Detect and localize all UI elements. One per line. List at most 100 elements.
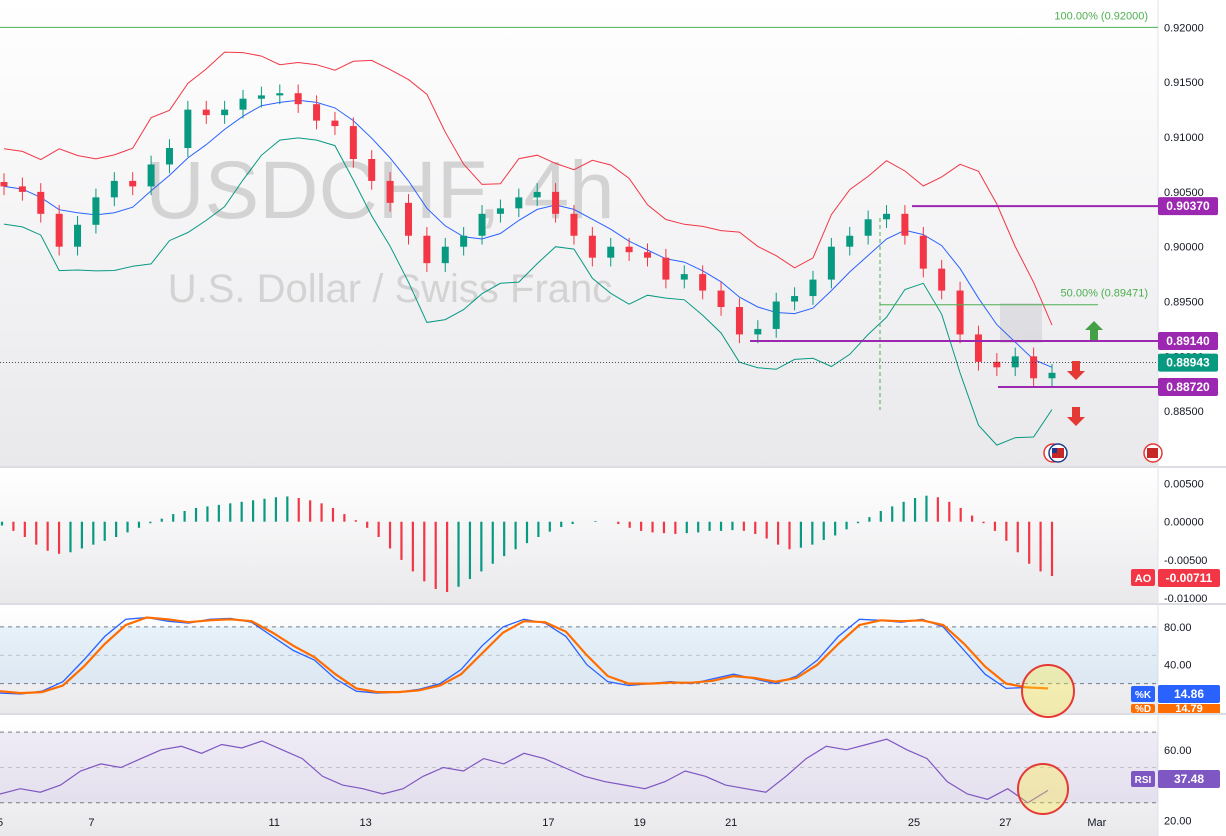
rsi-name-bg [1131,771,1155,787]
candle-body [809,279,817,297]
candle-body [202,109,210,116]
x-tick-label: 21 [725,817,737,829]
ao-y-tick-label: -0.01000 [1164,593,1207,605]
last-price-label: 0.88943 [1166,356,1210,370]
stoch-line-0 [0,616,1049,695]
candle-body [607,246,615,258]
rsi-value-label: 37.48 [1174,772,1204,786]
candle-body [110,180,118,198]
stoch-d-name-bg [1131,704,1155,713]
stoch-k-name: %K [1135,690,1152,701]
level-label: 0.88720 [1166,380,1210,394]
ao-y-tick-label: 0.00500 [1164,478,1204,490]
candle-body [55,213,63,247]
rsi-value-label-bg [1158,770,1220,788]
candle-body [993,361,1001,368]
candle-body [221,109,229,116]
last-price-label-bg [1158,353,1218,372]
candle-body [588,235,596,258]
y-tick-label: 0.90500 [1164,187,1204,199]
shaded-zone [1000,303,1042,343]
bollinger-upper-line [3,51,1053,326]
candle-body [754,328,762,335]
candle-body [165,148,173,165]
y-tick-label: 0.92000 [1164,22,1204,34]
highlight-circle [1017,763,1069,815]
y-tick-label: 0.88500 [1164,406,1204,418]
event-flag-icon[interactable] [1143,443,1163,463]
candle-body [570,213,578,236]
candle-body [404,202,412,236]
x-tick-label: 19 [634,817,646,829]
fib-50-label: 50.00% (0.89471) [1061,288,1148,300]
candle-body [423,235,431,264]
candle-body [791,296,799,302]
candle-body [662,257,670,280]
candle-body [460,235,468,247]
candle-body [515,197,523,209]
x-tick-label: Mar [1087,817,1106,829]
candle-body [18,186,26,192]
candle-body [239,98,247,110]
watermark-symbol: USDCHF, 4h [145,145,614,236]
fib-100-label: 100.00% (0.92000) [1054,10,1148,22]
x-tick-label: 13 [359,817,371,829]
ao-value-label-bg [1158,569,1220,587]
candle-body [129,180,137,187]
level-label: 0.89140 [1166,334,1210,348]
stoch-k-name-bg [1131,686,1155,702]
watermark-description: U.S. Dollar / Swiss Franc [168,267,613,311]
candle-body [0,182,8,187]
candle-body [1048,372,1056,379]
ao-y-tick-label: -0.00500 [1164,555,1207,567]
ao-name: AO [1135,573,1152,585]
y-tick-label: 0.89500 [1164,297,1204,309]
candle-body [37,191,45,214]
candle-body [1030,356,1038,379]
candle-body [276,93,284,96]
candle-body [147,164,155,187]
candle-body [974,334,982,362]
arrow-down-icon [1067,361,1085,380]
ao-indicator-layer [0,495,1054,593]
candle-body [827,246,835,280]
candle-body [901,213,909,236]
x-tick-label: 7 [88,817,94,829]
candle-body [883,213,891,220]
candle-body [1011,356,1019,368]
rsi-y-tick-label: 60.00 [1164,745,1192,757]
x-tick-label: 11 [268,817,279,829]
x-tick-label: 25 [908,817,920,829]
x-tick-label: 17 [542,817,554,829]
candle-body [92,197,100,225]
candle-body [441,246,449,264]
rsi-y-tick-label: 20.00 [1164,815,1192,827]
candle-body [864,219,872,236]
candle-body [846,235,854,247]
bollinger-middle-line [3,99,1053,368]
level-label-bg [1158,378,1218,397]
stoch-d-name: %D [1135,704,1151,715]
candle-body [680,274,688,280]
candle-body [919,235,927,269]
y-tick-label: 0.91500 [1164,77,1204,89]
ao-value-label: -0.00711 [1166,571,1213,585]
highlight-circle [1021,664,1075,718]
candle-body [184,109,192,149]
candle-body [386,180,394,203]
stoch-k-value-label: 14.86 [1174,687,1204,701]
candle-body [533,191,541,198]
stochastic-indicator-layer [0,616,1158,695]
main-chart-layer: 100.00% (0.92000) 50.00% (0.89471) [0,10,1158,446]
stoch-y-tick-label: 40.00 [1164,660,1192,672]
candle-body [496,208,504,214]
event-flag-icon[interactable] [1043,443,1068,463]
candle-body [956,290,964,335]
candle-body [772,301,780,329]
arrow-down-icon [1067,407,1085,426]
axis-layer: 0.92000 0.91500 0.91000 0.90500 0.90000 0.895… [0,22,1220,829]
stoch-pane-bg [0,606,1158,713]
candle-body [331,120,339,127]
y-tick-label: 0.91000 [1164,132,1204,144]
